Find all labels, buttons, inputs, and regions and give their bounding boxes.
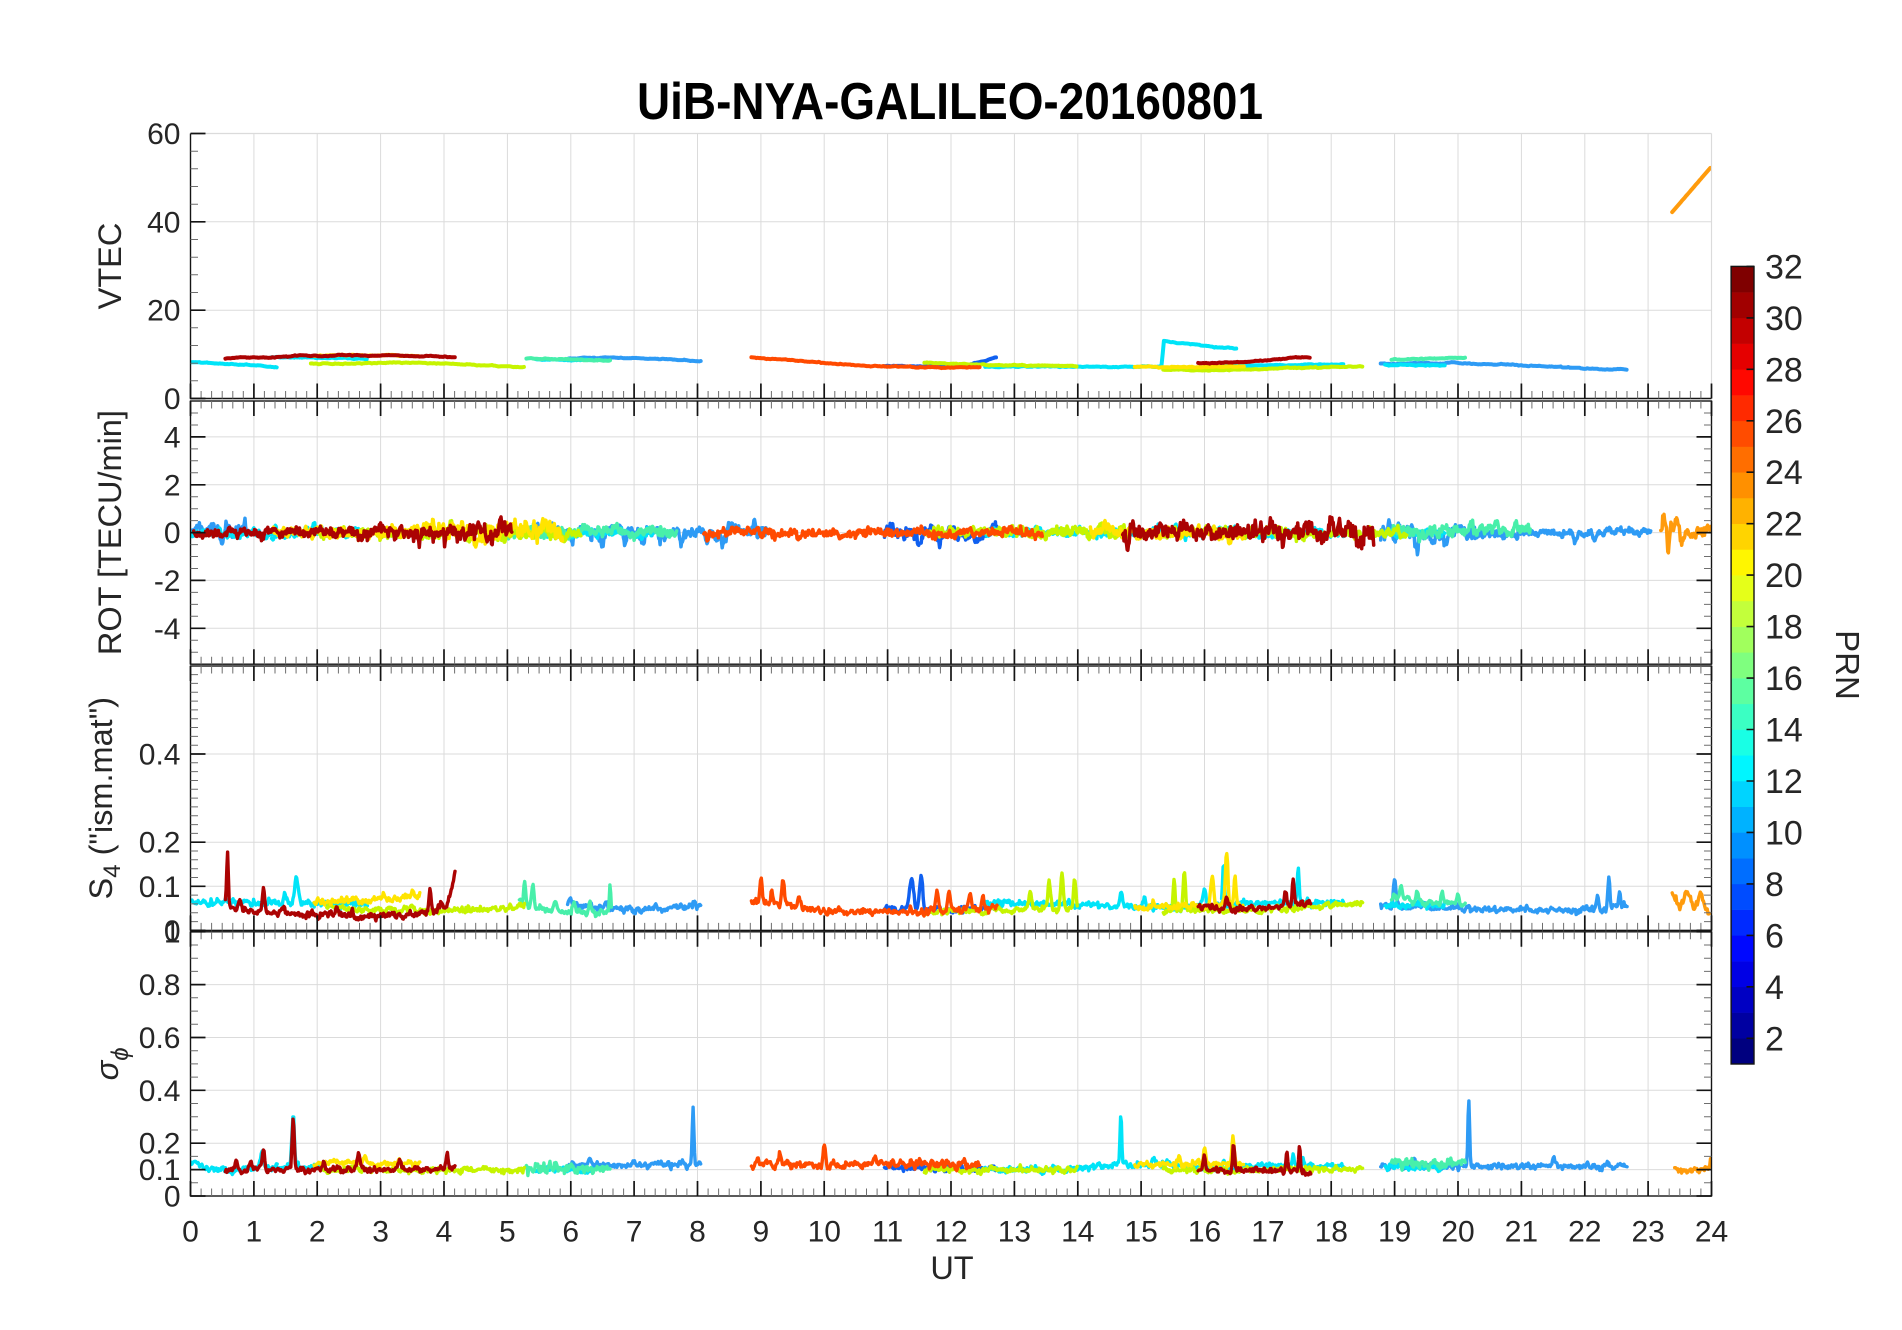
svg-text:5: 5 <box>499 1216 516 1249</box>
svg-text:14: 14 <box>1061 1216 1094 1249</box>
svg-text:19: 19 <box>1378 1216 1411 1249</box>
svg-text:3: 3 <box>372 1216 389 1249</box>
svg-text:0: 0 <box>164 915 181 948</box>
svg-text:12: 12 <box>934 1216 967 1249</box>
svg-text:-2: -2 <box>154 565 181 598</box>
svg-text:0: 0 <box>164 517 181 550</box>
svg-text:28: 28 <box>1765 351 1803 389</box>
svg-text:0.8: 0.8 <box>139 969 181 1002</box>
svg-text:23: 23 <box>1631 1216 1664 1249</box>
svg-text:12: 12 <box>1765 763 1803 801</box>
svg-text:20: 20 <box>147 295 180 328</box>
svg-text:1: 1 <box>164 916 181 949</box>
svg-text:16: 16 <box>1188 1216 1221 1249</box>
svg-text:16: 16 <box>1765 660 1803 698</box>
svg-text:0.4: 0.4 <box>139 1075 181 1108</box>
svg-text:32: 32 <box>1765 248 1803 286</box>
svg-text:6: 6 <box>1765 917 1784 955</box>
svg-text:14: 14 <box>1765 712 1803 750</box>
svg-text:24: 24 <box>1765 454 1803 492</box>
svg-text:2: 2 <box>164 469 181 502</box>
svg-text:8: 8 <box>689 1216 706 1249</box>
svg-text:26: 26 <box>1765 403 1803 441</box>
svg-text:4: 4 <box>164 421 181 454</box>
svg-text:4: 4 <box>1765 969 1784 1007</box>
svg-text:0.6: 0.6 <box>139 1022 181 1055</box>
svg-text:ROT [TECU/min]: ROT [TECU/min] <box>92 410 128 655</box>
svg-text:0: 0 <box>164 383 181 416</box>
svg-text:0: 0 <box>182 1216 199 1249</box>
svg-text:24: 24 <box>1695 1216 1728 1249</box>
svg-text:21: 21 <box>1505 1216 1538 1249</box>
svg-text:17: 17 <box>1251 1216 1284 1249</box>
svg-text:VTEC: VTEC <box>92 223 128 310</box>
svg-text:0.1: 0.1 <box>139 871 181 904</box>
svg-text:UT: UT <box>930 1250 973 1286</box>
svg-text:0.2: 0.2 <box>139 1128 181 1161</box>
svg-text:22: 22 <box>1765 506 1803 544</box>
svg-text:15: 15 <box>1124 1216 1157 1249</box>
svg-text:7: 7 <box>626 1216 643 1249</box>
svg-text:0.1: 0.1 <box>139 1154 181 1187</box>
svg-text:1: 1 <box>246 1216 263 1249</box>
svg-text:0.2: 0.2 <box>139 827 181 860</box>
svg-text:PRN: PRN <box>1829 630 1866 700</box>
svg-text:20: 20 <box>1765 557 1803 595</box>
svg-text:8: 8 <box>1765 866 1784 904</box>
svg-text:60: 60 <box>147 118 180 151</box>
svg-text:40: 40 <box>147 206 180 239</box>
svg-text:10: 10 <box>808 1216 841 1249</box>
svg-text:2: 2 <box>1765 1020 1784 1058</box>
svg-text:22: 22 <box>1568 1216 1601 1249</box>
svg-text:6: 6 <box>562 1216 579 1249</box>
svg-text:-4: -4 <box>154 613 181 646</box>
svg-text:18: 18 <box>1315 1216 1348 1249</box>
svg-text:20: 20 <box>1441 1216 1474 1249</box>
svg-text:18: 18 <box>1765 609 1803 647</box>
svg-text:UiB-NYA-GALILEO-20160801: UiB-NYA-GALILEO-20160801 <box>637 73 1263 131</box>
svg-text:9: 9 <box>753 1216 770 1249</box>
svg-text:10: 10 <box>1765 814 1803 852</box>
svg-text:13: 13 <box>998 1216 1031 1249</box>
svg-text:30: 30 <box>1765 300 1803 338</box>
svg-text:0: 0 <box>164 1181 181 1214</box>
svg-text:11: 11 <box>872 1216 903 1249</box>
svg-text:2: 2 <box>309 1216 326 1249</box>
svg-text:4: 4 <box>436 1216 453 1249</box>
svg-text:0.4: 0.4 <box>139 739 181 772</box>
